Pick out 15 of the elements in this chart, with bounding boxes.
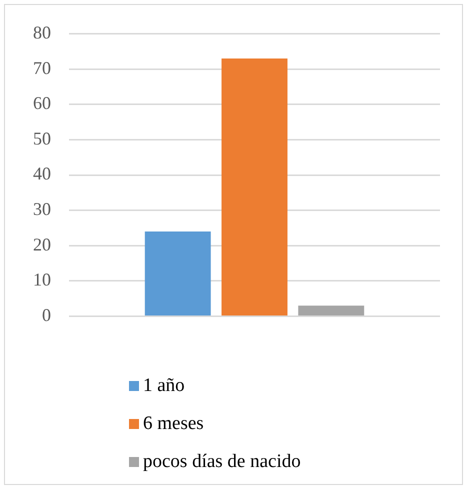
bar [222, 58, 288, 316]
y-tick-label: 0 [42, 304, 51, 325]
bar [144, 231, 211, 316]
legend-label: pocos días de nacido [143, 451, 301, 473]
y-tick-label: 10 [33, 270, 51, 290]
y-tick-label: 80 [33, 22, 51, 43]
legend-label: 6 meses [143, 413, 204, 435]
y-tick-label: 30 [33, 199, 51, 220]
y-tick-label: 50 [33, 128, 51, 148]
y-tick-label: 40 [33, 164, 51, 184]
y-tick-label: 20 [33, 234, 51, 254]
y-tick-label: 70 [33, 58, 51, 78]
bar [298, 306, 364, 316]
legend-label: 1 año [143, 375, 185, 397]
y-tick-label: 60 [33, 93, 51, 114]
